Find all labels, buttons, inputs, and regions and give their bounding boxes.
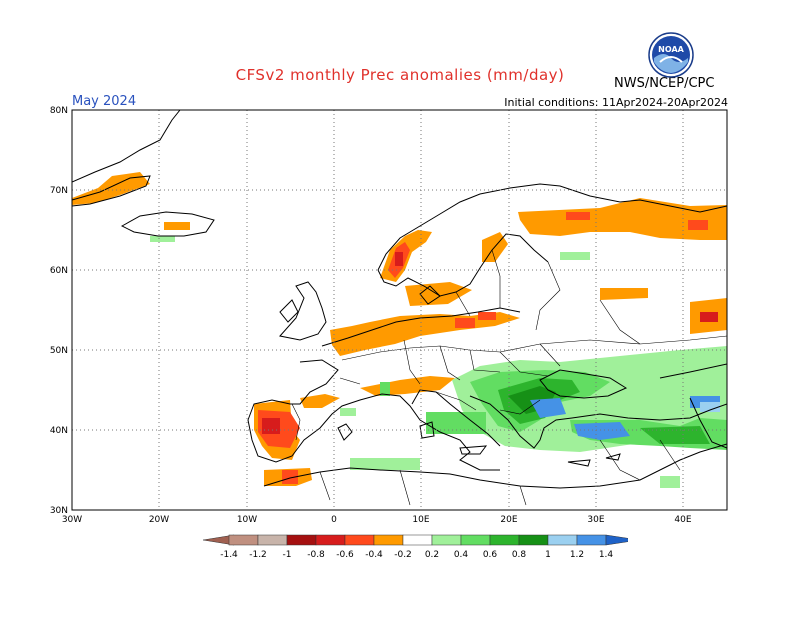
colorbar-swatch	[228, 534, 259, 546]
graticule	[72, 110, 727, 510]
colorbar-label: -0.4	[365, 550, 383, 560]
lon-label: 40E	[674, 515, 691, 525]
colorbar-label: 0.8	[512, 550, 527, 560]
lat-label: 80N	[50, 106, 68, 116]
colorbar-swatch	[576, 534, 607, 546]
colorbar-label: -1.2	[249, 550, 267, 560]
map-frame	[71, 109, 728, 511]
colorbar-swatch	[605, 534, 628, 546]
country-borders	[291, 249, 727, 506]
colorbar-swatch	[489, 534, 520, 546]
lon-label: 10E	[412, 515, 429, 525]
lon-label: 0	[331, 515, 337, 525]
colorbar-label: -1.4	[220, 550, 238, 560]
lon-label: 30E	[587, 515, 604, 525]
lat-label: 60N	[50, 266, 68, 276]
colorbar-swatch	[315, 534, 346, 546]
forecast-month: May 2024	[72, 94, 137, 109]
lon-label: 20W	[149, 515, 169, 525]
lon-label: 30W	[62, 515, 82, 525]
colorbar-labels: -1.4 -1.2 -1 -0.8 -0.6 -0.4 -0.2 0.2 0.4 0.6 0.8 1 1…	[220, 550, 613, 560]
colorbar-label: 1	[545, 550, 551, 560]
colorbar-swatch	[547, 534, 578, 546]
colorbar-label: 0.6	[483, 550, 498, 560]
colorbar-swatch	[344, 534, 375, 546]
colorbar-swatch	[402, 534, 433, 546]
lon-label: 20E	[500, 515, 517, 525]
lat-label: 70N	[50, 186, 68, 196]
lat-label: 40N	[50, 426, 68, 436]
logo-text: NOAA	[658, 45, 684, 54]
colorbar-swatch	[518, 534, 549, 546]
colorbar-label: 0.4	[454, 550, 469, 560]
noaa-logo-icon: NOAA	[648, 32, 694, 78]
anomaly-map: 80N 70N 60N 50N 40N 30N 30W 20W 10W 0 10…	[50, 106, 728, 525]
colorbar-swatches	[202, 534, 628, 546]
colorbar-label: -1	[283, 550, 292, 560]
colorbar-swatch	[373, 534, 404, 546]
colorbar-swatch	[431, 534, 462, 546]
initial-conditions: Initial conditions: 11Apr2024-20Apr2024	[504, 96, 728, 109]
colorbar-label: 1.2	[570, 550, 584, 560]
lat-labels: 80N 70N 60N 50N 40N 30N	[50, 106, 68, 516]
colorbar-label: 0.2	[425, 550, 439, 560]
map-title: CFSv2 monthly Prec anomalies (mm/day)	[235, 66, 565, 84]
lat-label: 50N	[50, 346, 68, 356]
lon-labels: 30W 20W 10W 0 10E 20E 30E 40E	[62, 515, 692, 525]
lat-label: 30N	[50, 506, 68, 516]
colorbar-label: -0.8	[307, 550, 325, 560]
colorbar-swatch	[257, 534, 288, 546]
colorbar-label: -0.6	[336, 550, 354, 560]
agency-label: NWS/NCEP/CPC	[614, 76, 715, 91]
coastlines	[72, 110, 727, 489]
lon-label: 10W	[237, 515, 257, 525]
colorbar: -1.4 -1.2 -1 -0.8 -0.6 -0.4 -0.2 0.2 0.4 0.6 0.8 1 1…	[202, 534, 628, 560]
colorbar-label: -0.2	[394, 550, 412, 560]
colorbar-swatch	[286, 534, 317, 546]
anomaly-shading	[72, 172, 727, 488]
colorbar-swatch	[460, 534, 491, 546]
colorbar-label: 1.4	[599, 550, 614, 560]
